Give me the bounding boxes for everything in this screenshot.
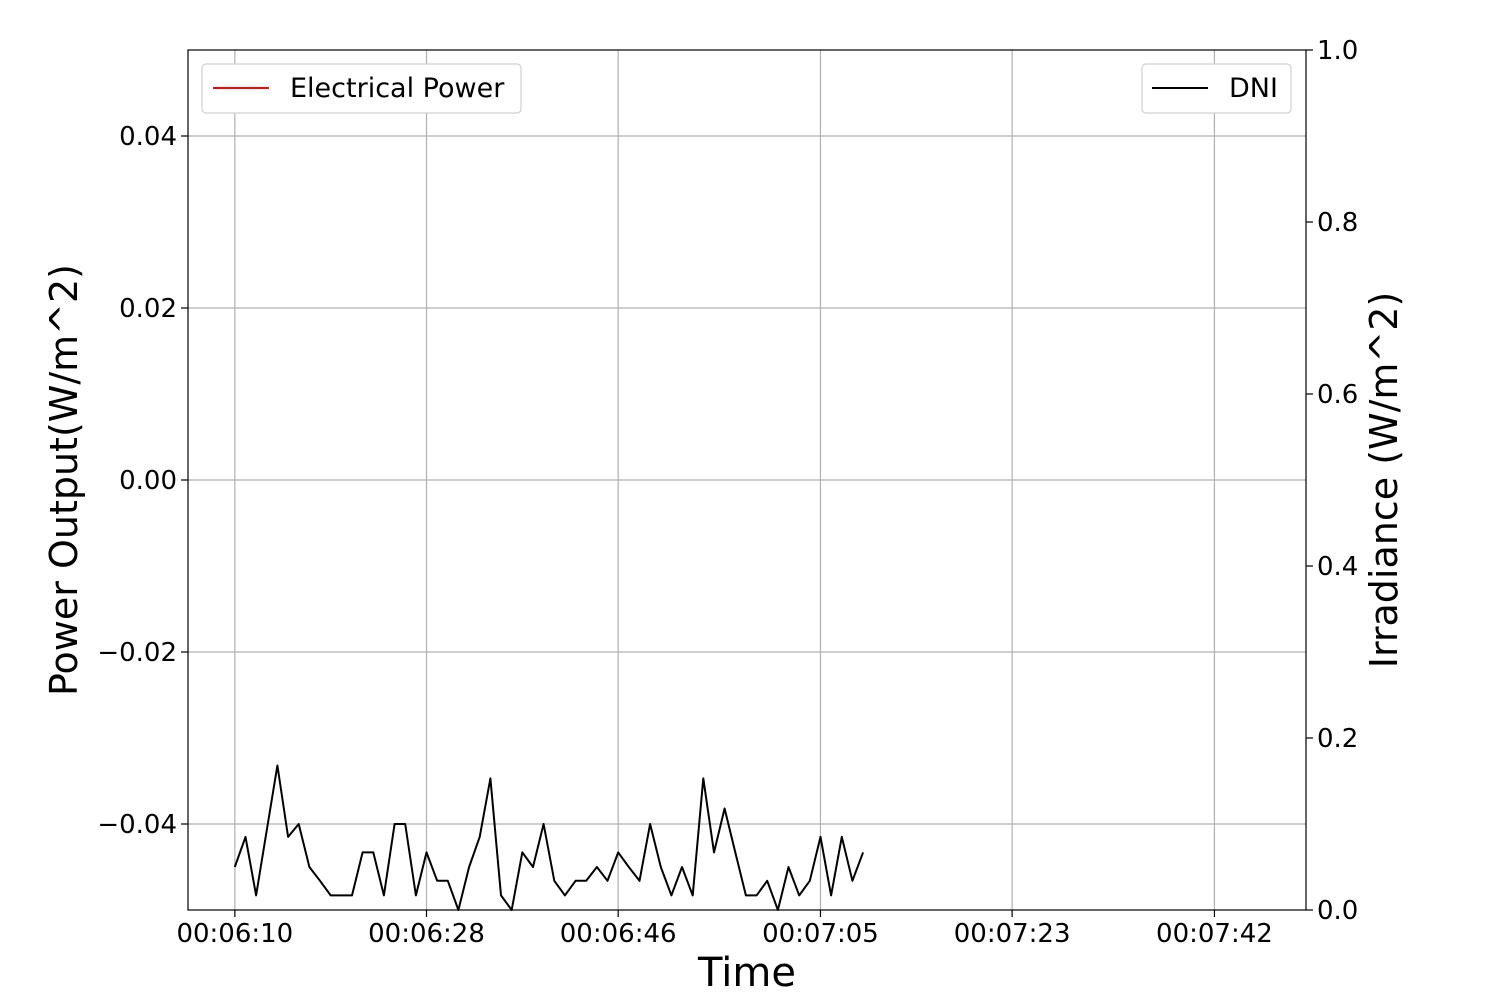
right-y-axis-title: Irradiance (W/m^2): [1362, 292, 1406, 669]
legend-dni: DNI: [1141, 63, 1292, 114]
x-axis-title: Time: [697, 950, 796, 996]
legend-dni-box: [1141, 63, 1292, 114]
x-tick-label: 00:06:28: [368, 919, 485, 949]
legend-dni-label: DNI: [1229, 73, 1278, 104]
x-tick-label: 00:07:42: [1156, 919, 1273, 949]
left-y-tick-label: −0.04: [97, 810, 177, 840]
right-y-tick-label: 0.8: [1317, 208, 1358, 238]
right-y-tick-label: 1.0: [1317, 36, 1358, 66]
x-tick-label: 00:07:23: [954, 919, 1071, 949]
grid: [188, 50, 1306, 910]
left-y-tick-label: 0.04: [119, 122, 177, 152]
right-y-tick-label: 0.6: [1317, 380, 1358, 410]
series-line-dni: [233, 764, 865, 911]
left-y-tick-label: 0.00: [119, 466, 177, 496]
x-tick-label: 00:06:10: [176, 919, 293, 949]
left-y-axis-title: Power Output(W/m^2): [42, 264, 86, 696]
series-layer: [233, 764, 865, 911]
left-y-tick-label: 0.02: [119, 294, 177, 324]
right-y-tick-label: 0.2: [1317, 724, 1358, 754]
legend-electrical-power-box: [201, 63, 522, 114]
legend-electrical-power: Electrical Power: [201, 63, 522, 114]
x-tick-label: 00:07:05: [762, 919, 879, 949]
right-y-tick-label: 0.4: [1317, 552, 1358, 582]
left-y-tick-label: −0.02: [97, 638, 177, 668]
x-tick-label: 00:06:46: [560, 919, 677, 949]
ticks: 00:06:10 00:06:28 00:06:46 00:07:05 00:07:23…: [97, 36, 1358, 949]
right-y-tick-label: 0.0: [1317, 896, 1358, 926]
legend-electrical-power-label: Electrical Power: [290, 73, 505, 104]
